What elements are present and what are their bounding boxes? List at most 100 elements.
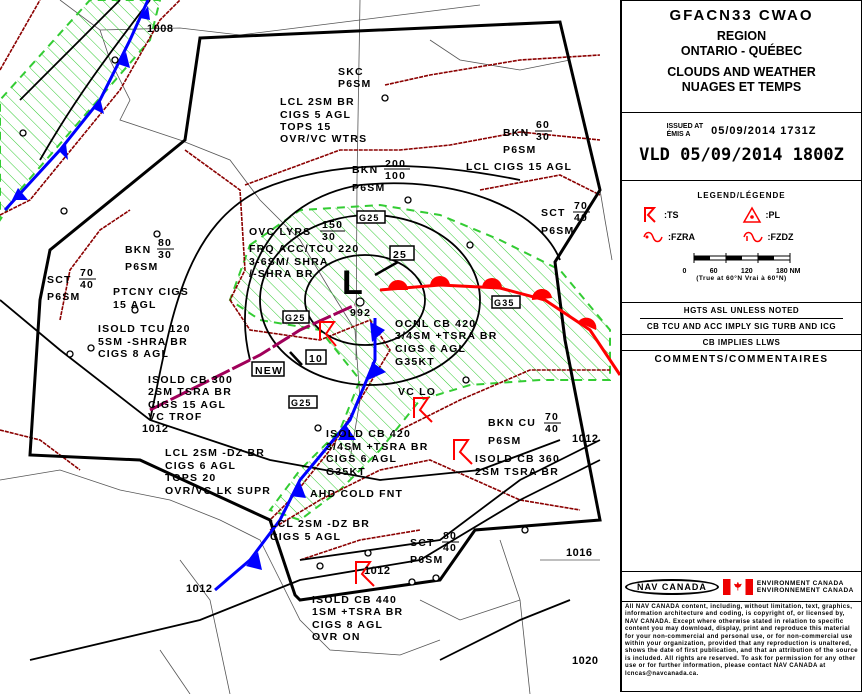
svg-text:LCL 2SM BR: LCL 2SM BR: [280, 96, 355, 108]
svg-text:P6SM: P6SM: [503, 144, 536, 156]
svg-text:2SM TSRA BR: 2SM TSRA BR: [148, 386, 232, 398]
svg-text:LCL 2SM -DZ BR: LCL 2SM -DZ BR: [165, 447, 265, 459]
warm-front: [379, 276, 620, 376]
legend: LEGEND/LÉGENDE :TS :PL :FZRA :FZDZ: [622, 191, 861, 303]
svg-text:1012: 1012: [142, 423, 168, 435]
legend-item-pl: :PL: [742, 206, 842, 224]
thunderstorm-icon: [319, 321, 473, 587]
gust-label: G25: [291, 398, 312, 408]
note-llws: CB IMPLIES LLWS: [702, 338, 781, 347]
svg-text:BKN: BKN: [352, 164, 378, 176]
isobar-labels: 1008 1012 1012 1012 1016 1020 1012: [142, 23, 598, 667]
svg-text:15 AGL: 15 AGL: [113, 299, 157, 311]
svg-text:3-6SM/ SHRA: 3-6SM/ SHRA: [249, 256, 329, 268]
movement-speed: 25: [393, 249, 407, 261]
movement-arrows: [289, 260, 399, 366]
freezing-drizzle-icon: [742, 231, 763, 243]
station-markers: [19, 56, 529, 586]
legend-item-ts: :TS: [642, 206, 742, 224]
svg-text:30: 30: [536, 131, 550, 143]
svg-text:PTCNY CIGS: PTCNY CIGS: [113, 286, 189, 298]
svg-text:1020: 1020: [572, 655, 598, 667]
movement-speed: 10: [309, 353, 323, 365]
svg-text:ISOLD CB 420: ISOLD CB 420: [326, 428, 411, 440]
svg-text:70: 70: [545, 411, 559, 423]
issued-time: 05/09/2014 1731Z: [711, 125, 817, 137]
svg-text:FRQ ACC/TCU 220: FRQ ACC/TCU 220: [249, 243, 359, 255]
svg-text:40: 40: [574, 212, 588, 224]
svg-text:P6SM: P6SM: [338, 78, 371, 90]
chart-title-en: CLOUDS AND WEATHER: [667, 65, 816, 79]
svg-text:1012: 1012: [572, 433, 598, 445]
legend-title: LEGEND/LÉGENDE: [697, 191, 786, 200]
cold-front: [3, 0, 386, 592]
gust-label: G25: [285, 313, 306, 323]
svg-text:CIGS 6 AGL: CIGS 6 AGL: [165, 460, 236, 472]
svg-text:1008: 1008: [147, 23, 173, 35]
copyright-notice: All NAV CANADA content, including, witho…: [625, 604, 858, 677]
svg-text:CIGS 6 AGL: CIGS 6 AGL: [326, 453, 397, 465]
title-block: GFACN33 CWAO REGION ONTARIO - QUÉBEC CLO…: [622, 7, 861, 113]
svg-text:SCT: SCT: [47, 274, 72, 286]
ice-pellets-icon: [742, 206, 761, 223]
svg-text:AHD COLD FNT: AHD COLD FNT: [310, 488, 403, 500]
svg-text:2SM TSRA BR: 2SM TSRA BR: [475, 466, 559, 478]
svg-text:1012: 1012: [364, 565, 390, 577]
svg-text:CIGS 15 AGL: CIGS 15 AGL: [148, 399, 226, 411]
svg-text:SKC: SKC: [338, 66, 364, 78]
info-panel: GFACN33 CWAO REGION ONTARIO - QUÉBEC CLO…: [620, 0, 862, 692]
svg-text:LCL 2SM -DZ BR: LCL 2SM -DZ BR: [270, 518, 370, 530]
product-id: GFACN33 CWAO: [669, 7, 814, 24]
trough-line: [149, 303, 356, 412]
svg-text:OVR/VC LK SUPR: OVR/VC LK SUPR: [165, 485, 271, 497]
svg-text:1012: 1012: [186, 583, 212, 595]
svg-text:G35KT: G35KT: [326, 466, 366, 478]
svg-text:BKN: BKN: [125, 244, 151, 256]
issued-block: ISSUED AT ÉMIS A 05/09/2014 1731Z VLD 05/…: [622, 123, 861, 181]
svg-text:CIGS 5 AGL: CIGS 5 AGL: [270, 531, 341, 543]
svg-text:OVR ON: OVR ON: [312, 631, 361, 643]
svg-text:P6SM: P6SM: [125, 261, 158, 273]
scale-bar: [693, 253, 790, 263]
svg-text:OCNL CB 420: OCNL CB 420: [395, 318, 476, 330]
svg-text:SCT: SCT: [541, 207, 566, 219]
valid-time: VLD 05/09/2014 1800Z: [639, 145, 844, 165]
svg-text:30: 30: [322, 231, 336, 243]
svg-text:ISOLD CB 360: ISOLD CB 360: [475, 453, 560, 465]
label-boxes: [251, 210, 521, 409]
svg-text:VC TROF: VC TROF: [148, 411, 202, 423]
svg-text:70: 70: [574, 200, 588, 212]
svg-text:TOPS 15: TOPS 15: [280, 121, 331, 133]
svg-text:BKN: BKN: [503, 127, 529, 139]
svg-text:992: 992: [350, 307, 371, 319]
distance-scale: 0 60 120 180 NM (True at 60°N Vrai à 60°…: [622, 250, 861, 282]
svg-text:ISOLD CB 300: ISOLD CB 300: [148, 374, 233, 386]
svg-text:/-SHRA BR: /-SHRA BR: [249, 268, 314, 280]
svg-text:30: 30: [158, 249, 172, 261]
issued-label-fr: ÉMIS A: [666, 131, 691, 138]
svg-text:P6SM: P6SM: [488, 435, 521, 447]
svg-text:40: 40: [80, 279, 94, 291]
gust-label: G35: [494, 298, 515, 308]
note-heights: HGTS ASL UNLESS NOTED: [640, 303, 843, 319]
svg-text:40: 40: [443, 542, 457, 554]
logos: NAV CANADA ENVIRONMENT CANADA ENVIRONNEME…: [622, 571, 861, 602]
scale-note: (True at 60°N Vrai à 60°N): [696, 275, 787, 282]
svg-text:80: 80: [443, 530, 457, 542]
region-label: REGION: [716, 29, 767, 43]
svg-text:P6SM: P6SM: [352, 182, 385, 194]
svg-text:P6SM: P6SM: [541, 225, 574, 237]
svg-text:CIGS 6 AGL: CIGS 6 AGL: [395, 343, 466, 355]
env-canada-fr: ENVIRONNEMENT CANADA: [756, 586, 854, 594]
precip-areas: [0, 0, 611, 522]
svg-text:BKN CU: BKN CU: [488, 417, 536, 429]
svg-text:CIGS 5 AGL: CIGS 5 AGL: [280, 109, 351, 121]
gust-label: G25: [359, 213, 380, 223]
thunderstorm-icon: [644, 207, 657, 223]
svg-text:ISOLD TCU 120: ISOLD TCU 120: [98, 323, 191, 335]
svg-text:100: 100: [385, 170, 406, 182]
area-forecast-text: SKC P6SM LCL 2SM BR CIGS 5 AGL TOPS 15 O…: [47, 66, 590, 643]
svg-text:P6SM: P6SM: [47, 291, 80, 303]
svg-text:1016: 1016: [566, 547, 592, 559]
svg-text:L: L: [342, 264, 363, 302]
